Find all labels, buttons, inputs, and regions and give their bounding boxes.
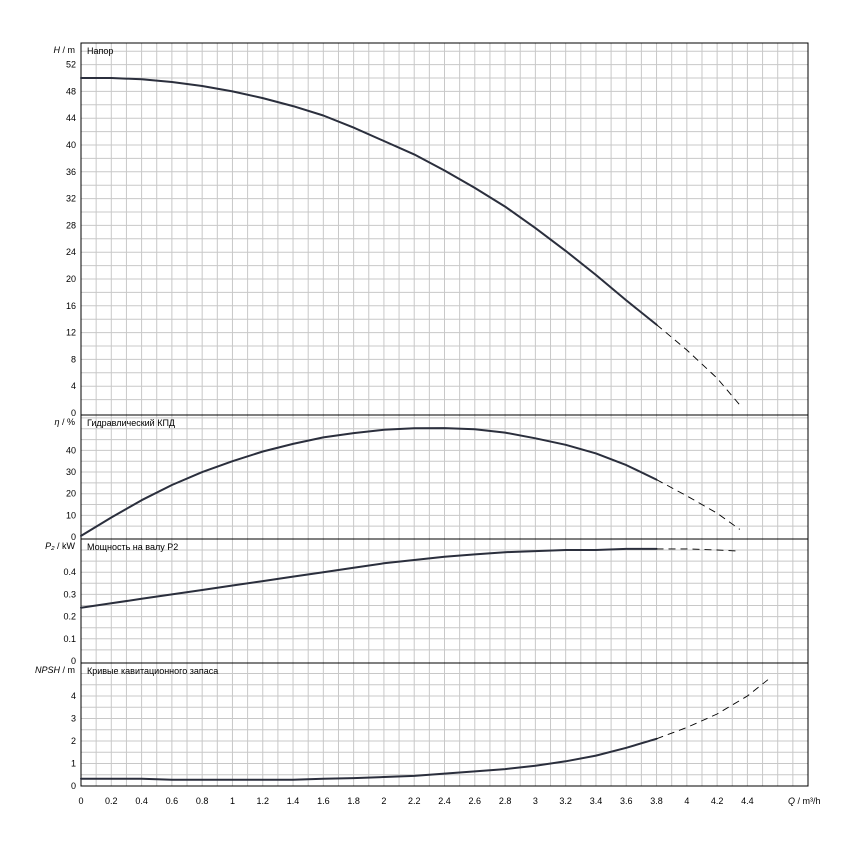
x-tick-label: 1.6 [317,796,330,806]
y-axis-unit: / m [60,665,75,675]
y-tick-label: 10 [66,510,76,520]
y-tick-label: 30 [66,467,76,477]
panel-title: Мощность на валу P2 [87,542,178,552]
y-tick-label: 2 [71,736,76,746]
y-tick-label: 0 [71,781,76,791]
x-tick-label: 0.4 [135,796,148,806]
y-tick-label: 44 [66,113,76,123]
y-axis-symbol: H [54,45,61,55]
y-tick-label: 0.1 [63,634,76,644]
y-tick-label: 32 [66,194,76,204]
efficiency-curve-extrapolated [656,479,741,530]
y-axis-title: P₂ / kW [45,541,75,551]
x-tick-label: 3.6 [620,796,633,806]
y-tick-label: 1 [71,759,76,769]
y-axis-unit: / kW [55,541,76,551]
y-tick-label: 0.3 [63,589,76,599]
x-axis-symbol: Q [788,796,795,806]
efficiency-curve-solid [80,427,658,537]
panel-title: Кривые кавитационного запаса [87,666,218,676]
npsh-curve-extrapolated [656,677,771,740]
power-curve-solid [80,547,658,609]
y-tick-label: 12 [66,328,76,338]
panel-title: Напор [87,46,113,56]
y-tick-label: 3 [71,714,76,724]
power-curve-extrapolated [656,548,740,552]
y-tick-label: 16 [66,301,76,311]
y-tick-label: 36 [66,167,76,177]
y-tick-label: 0.4 [63,567,76,577]
y-axis-symbol: P₂ [45,541,55,551]
y-tick-label: 4 [71,691,76,701]
panel-npsh: 0 1 2 3 4 NPSH / m Кривые кавитационного запас… [35,665,771,791]
x-tick-label: 4 [684,796,689,806]
x-tick-label: 2 [381,796,386,806]
x-tick-label: 2.4 [438,796,451,806]
y-tick-label: 20 [66,274,76,284]
y-axis-title: H / m [54,45,76,55]
y-axis-title: NPSH / m [35,665,75,675]
panel-efficiency: 0 10 20 30 40 η / % Гидравлический КПД [54,417,741,542]
x-tick-label: 2.2 [408,796,421,806]
y-axis-unit: / m [60,45,75,55]
x-tick-label: 3.2 [559,796,572,806]
x-tick-label: 0 [78,796,83,806]
y-tick-label: 0 [71,532,76,542]
x-tick-label: 0.2 [105,796,118,806]
x-tick-label: 4.2 [711,796,724,806]
x-tick-label: 1.2 [256,796,269,806]
y-tick-label: 48 [66,86,76,96]
panel-power: 0 0.1 0.2 0.3 0.4 P₂ / kW Мощность на валу P2 [45,541,740,666]
head-curve-solid [80,77,658,326]
y-axis-symbol: η [54,417,59,427]
x-axis-unit: / m³/h [795,796,821,806]
y-tick-label: 4 [71,381,76,391]
y-tick-label: 0.2 [63,612,76,622]
x-tick-label: 2.8 [499,796,512,806]
x-tick-label: 3.4 [590,796,603,806]
x-tick-label: 3.8 [650,796,663,806]
y-tick-label: 52 [66,60,76,70]
y-axis-symbol: NPSH [35,665,61,675]
x-tick-label: 3 [533,796,538,806]
y-tick-label: 20 [66,489,76,499]
x-tick-label: 0.6 [166,796,179,806]
y-tick-label: 40 [66,140,76,150]
x-tick-label: 4.4 [741,796,754,806]
y-tick-label: 0 [71,656,76,666]
y-tick-label: 28 [66,220,76,230]
x-axis: 0 0.2 0.4 0.6 0.8 1 1.2 1.4 1.6 1.8 2 2.2 2.4 2.6 2.8 3… [78,796,820,806]
head-curve-extrapolated [656,324,741,406]
x-axis-title: Q / m³/h [788,796,821,806]
x-tick-label: 2.6 [469,796,482,806]
panel-title: Гидравлический КПД [87,418,175,428]
x-tick-label: 1.8 [347,796,360,806]
x-tick-label: 1.4 [287,796,300,806]
y-tick-label: 8 [71,354,76,364]
y-tick-label: 24 [66,247,76,257]
npsh-curve-solid [80,737,658,781]
y-axis-unit: / % [59,417,75,427]
x-tick-label: 1 [230,796,235,806]
y-tick-label: 40 [66,445,76,455]
y-axis-title: η / % [54,417,75,427]
x-tick-label: 0.8 [196,796,209,806]
y-tick-label: 0 [71,408,76,418]
